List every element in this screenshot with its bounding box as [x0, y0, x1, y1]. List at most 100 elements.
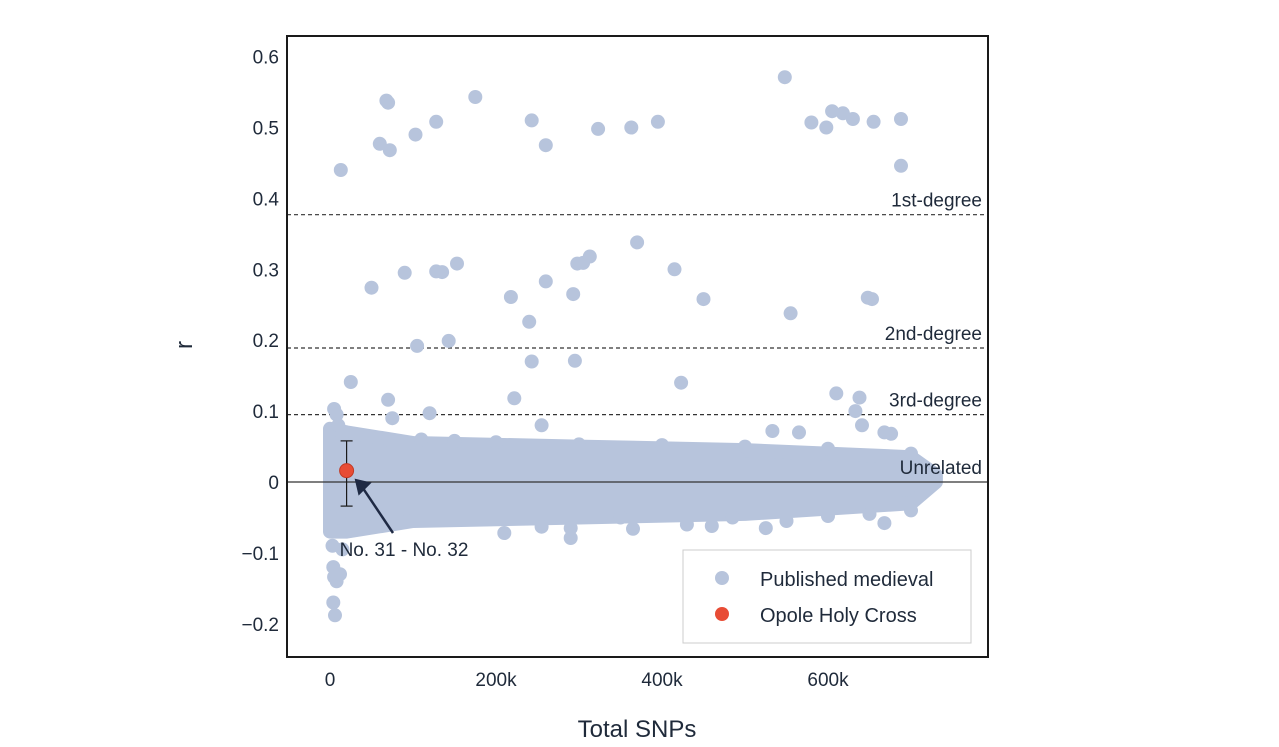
data-point: [819, 120, 834, 135]
data-point: [333, 567, 347, 582]
x-tick-label: 200k: [475, 670, 517, 691]
data-point: [704, 519, 719, 533]
data-point: [339, 517, 354, 532]
data-point: [450, 256, 464, 271]
data-point: [862, 506, 877, 521]
x-tick-label: 0: [325, 670, 336, 691]
data-point: [534, 418, 549, 433]
x-axis-title: Total SNPs: [578, 716, 697, 743]
data-point: [381, 392, 396, 407]
data-point: [758, 521, 773, 536]
annotation-arrow-head: [354, 478, 372, 496]
data-point: [382, 143, 397, 158]
data-point: [329, 407, 344, 422]
y-axis-title: r: [171, 341, 198, 349]
data-point: [626, 521, 640, 536]
reference-label-2: 3rd-degree: [889, 391, 982, 412]
data-point: [538, 274, 553, 289]
reference-lines: 1st-degree 2nd-degree 3rd-degree Unrelated: [287, 191, 988, 483]
data-point: [655, 438, 669, 453]
data-point: [777, 70, 792, 85]
y-tick-label: 0.1: [253, 402, 279, 423]
y-tick-label: 0.2: [253, 331, 279, 352]
data-point: [408, 127, 423, 142]
annotation-arrow-shaft: [359, 483, 395, 534]
data-point: [385, 411, 400, 426]
data-point: [613, 510, 628, 525]
data-point: [468, 90, 483, 104]
data-point: [414, 432, 429, 447]
data-point: [507, 391, 522, 406]
legend-marker-published-medieval: [715, 571, 729, 585]
opole-data-point: [339, 463, 355, 479]
data-point: [343, 375, 358, 389]
data-point: [563, 521, 578, 536]
reference-label-0: 1st-degree: [891, 191, 982, 212]
data-point: [364, 280, 379, 295]
reference-label-1: 2nd-degree: [885, 324, 982, 345]
data-point: [489, 435, 503, 450]
data-point: [738, 439, 752, 454]
y-tick-label: 0.5: [253, 119, 279, 140]
reference-label-3: Unrelated: [900, 458, 982, 479]
data-point: [381, 432, 396, 447]
y-tick-label: 0: [268, 473, 279, 494]
data-point: [624, 120, 639, 135]
annotations: No. 31 - No. 32: [340, 478, 469, 561]
data-point: [563, 531, 578, 545]
plot-frame: [286, 35, 989, 658]
data-point: [792, 425, 806, 440]
opole-holy-cross-points: [339, 440, 355, 507]
data-point: [335, 542, 350, 557]
data-point: [783, 306, 798, 321]
data-point: [852, 390, 867, 405]
data-point: [441, 333, 456, 348]
published-medieval-points: [324, 70, 918, 623]
data-point: [779, 514, 794, 528]
data-point: [582, 249, 597, 264]
data-point: [825, 104, 840, 119]
data-point: [381, 95, 396, 110]
y-tick-label: −0.2: [241, 615, 279, 636]
legend-label-opole-holy-cross: Opole Holy Cross: [760, 605, 917, 627]
x-tick-label: 400k: [641, 670, 683, 691]
data-point: [877, 516, 892, 531]
data-point: [696, 292, 711, 307]
data-point: [821, 441, 835, 456]
data-point: [497, 526, 512, 540]
data-point: [630, 235, 645, 250]
data-point: [821, 509, 835, 523]
y-tick-label: 0.3: [253, 260, 279, 281]
data-point: [650, 114, 665, 129]
annotation-label: No. 31 - No. 32: [340, 540, 469, 561]
data-point: [845, 112, 860, 126]
data-point: [538, 138, 553, 153]
x-tick-label: 600k: [807, 670, 849, 691]
data-point: [894, 158, 908, 173]
y-tick-label: −0.1: [241, 544, 279, 565]
data-point: [422, 406, 437, 421]
data-point: [725, 510, 740, 525]
data-point: [904, 503, 918, 518]
data-point: [522, 314, 537, 329]
data-point: [829, 386, 844, 401]
data-point: [884, 426, 899, 441]
y-axis-ticks: 0.6 0.5 0.4 0.3 0.2 0.1 0 −0.1 −0.2: [241, 48, 279, 636]
data-point: [865, 292, 879, 307]
legend-label-published-medieval: Published medieval: [760, 569, 933, 591]
data-point: [326, 595, 341, 610]
data-point: [397, 265, 412, 280]
data-point: [674, 375, 689, 390]
data-point: [328, 608, 342, 623]
data-point: [410, 338, 425, 353]
data-point: [566, 287, 581, 302]
data-point: [429, 114, 444, 129]
data-point: [667, 262, 682, 277]
data-point: [855, 418, 869, 433]
data-point: [804, 115, 819, 130]
legend-marker-opole-holy-cross: [715, 607, 729, 621]
data-point: [894, 112, 908, 126]
x-axis-ticks: 0 200k 400k 600k: [325, 670, 849, 691]
legend-box: [682, 549, 972, 644]
